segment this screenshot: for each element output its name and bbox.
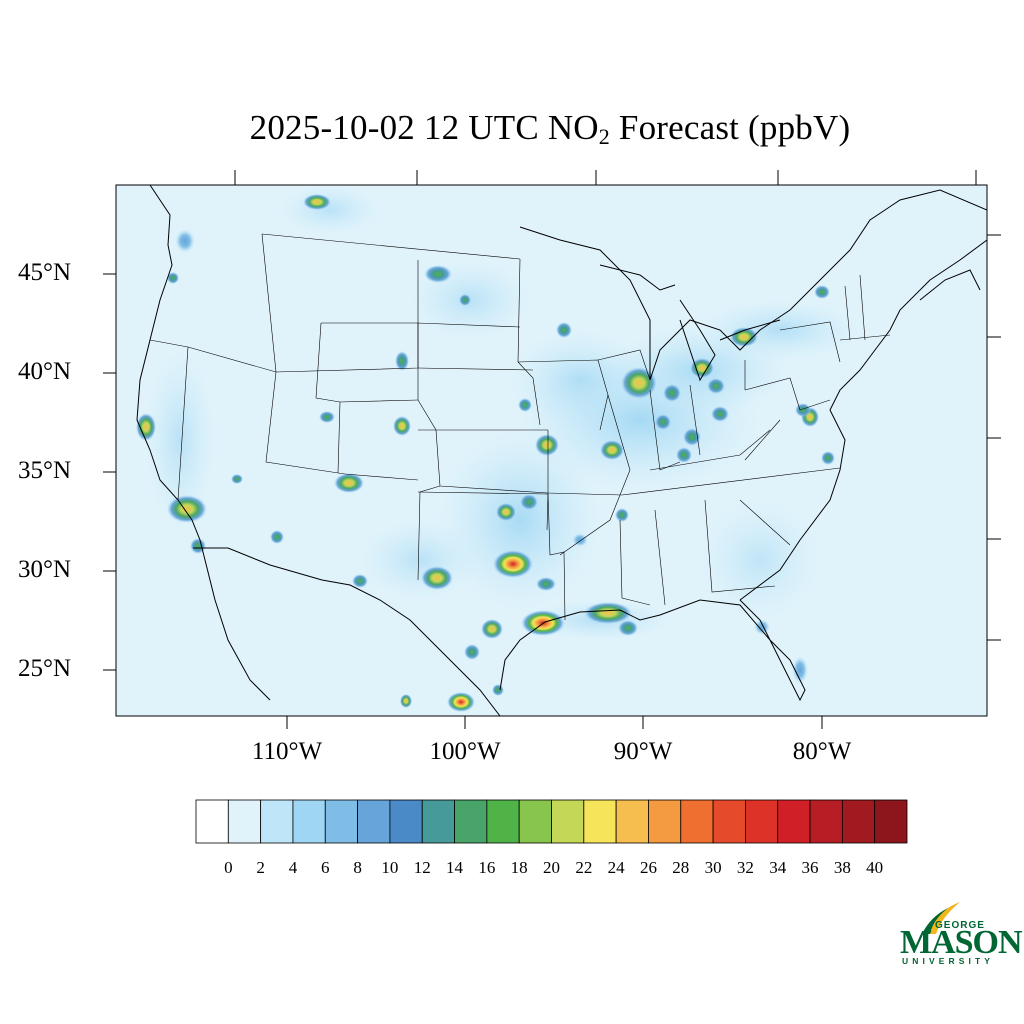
colorbar-label: 32 [736,858,754,877]
colorbar-label: 24 [607,858,625,877]
colorbar-label: 40 [866,858,884,877]
colorbar-label: 36 [801,858,819,877]
colorbar-label: 14 [446,858,464,877]
colorbar-label: 26 [639,858,657,877]
colorbar-swatch [260,799,294,844]
lat-label-25n: 25°N [18,655,72,682]
axis-ticks [103,170,1001,729]
colorbar-swatch [421,799,455,844]
lat-label-40n: 40°N [18,358,72,385]
state-boundaries [149,233,891,621]
logo-george: GEORGE [935,920,985,931]
colorbar-swatch [874,799,908,844]
colorbar-swatch [551,799,585,844]
colorbar-label: 22 [575,858,593,877]
colorbar-label: 8 [353,858,362,877]
lat-label-35n: 35°N [18,457,72,484]
colorbar-swatch [745,799,779,844]
colorbar-swatch [841,799,876,844]
chart-title: 2025-10-02 12 UTC NO2 Forecast (ppbV) [249,108,851,149]
colorbar-swatch [648,799,682,844]
concentration-field [136,185,860,712]
colorbar-label: 10 [381,858,399,877]
colorbar-label: 38 [833,858,851,877]
colorbar-swatch [809,799,843,844]
colorbar-swatch [486,799,520,844]
colorbar-label: 30 [704,858,722,877]
gmu-logo: GEORGE MASON UNIVERSITY [898,898,1023,970]
colorbar-label: 4 [288,858,298,877]
colorbar-label: 28 [672,858,690,877]
colorbar-swatch [389,799,423,844]
logo-mason: MASON [900,924,1023,961]
lat-label-45n: 45°N [18,259,72,286]
colorbar-swatch [615,799,649,844]
colorbar-label: 0 [224,858,233,877]
map-frame [115,184,988,717]
colorbar-label: 16 [478,858,496,877]
colorbar-swatch [324,799,358,844]
colorbar-swatch [227,799,262,844]
colorbar [195,799,908,844]
lon-label-90w: 90°W [613,738,673,765]
colorbar-swatch [292,799,326,844]
colorbar-swatch [712,799,746,844]
colorbar-label: 20 [543,858,560,877]
colorbar-label: 6 [321,858,330,877]
colorbar-swatch [518,799,552,844]
colorbar-swatch [195,799,229,844]
colorbar-swatch [777,799,811,844]
lon-label-100w: 100°W [429,738,501,765]
colorbar-swatch [583,799,617,844]
lon-label-80w: 80°W [792,738,852,765]
lat-label-30n: 30°N [18,556,72,583]
colorbar-swatch [680,799,714,844]
logo-university: UNIVERSITY [902,956,995,966]
lon-label-110w: 110°W [251,738,323,765]
logo-flame-icon [922,902,960,934]
colorbar-label: 34 [769,858,787,877]
colorbar-swatch [454,799,488,844]
coastlines [136,185,987,716]
colorbar-label: 12 [413,858,431,877]
colorbar-label: 2 [256,858,265,877]
colorbar-swatch [357,799,391,844]
colorbar-label: 18 [510,858,528,877]
no2-forecast-map [103,170,1001,729]
